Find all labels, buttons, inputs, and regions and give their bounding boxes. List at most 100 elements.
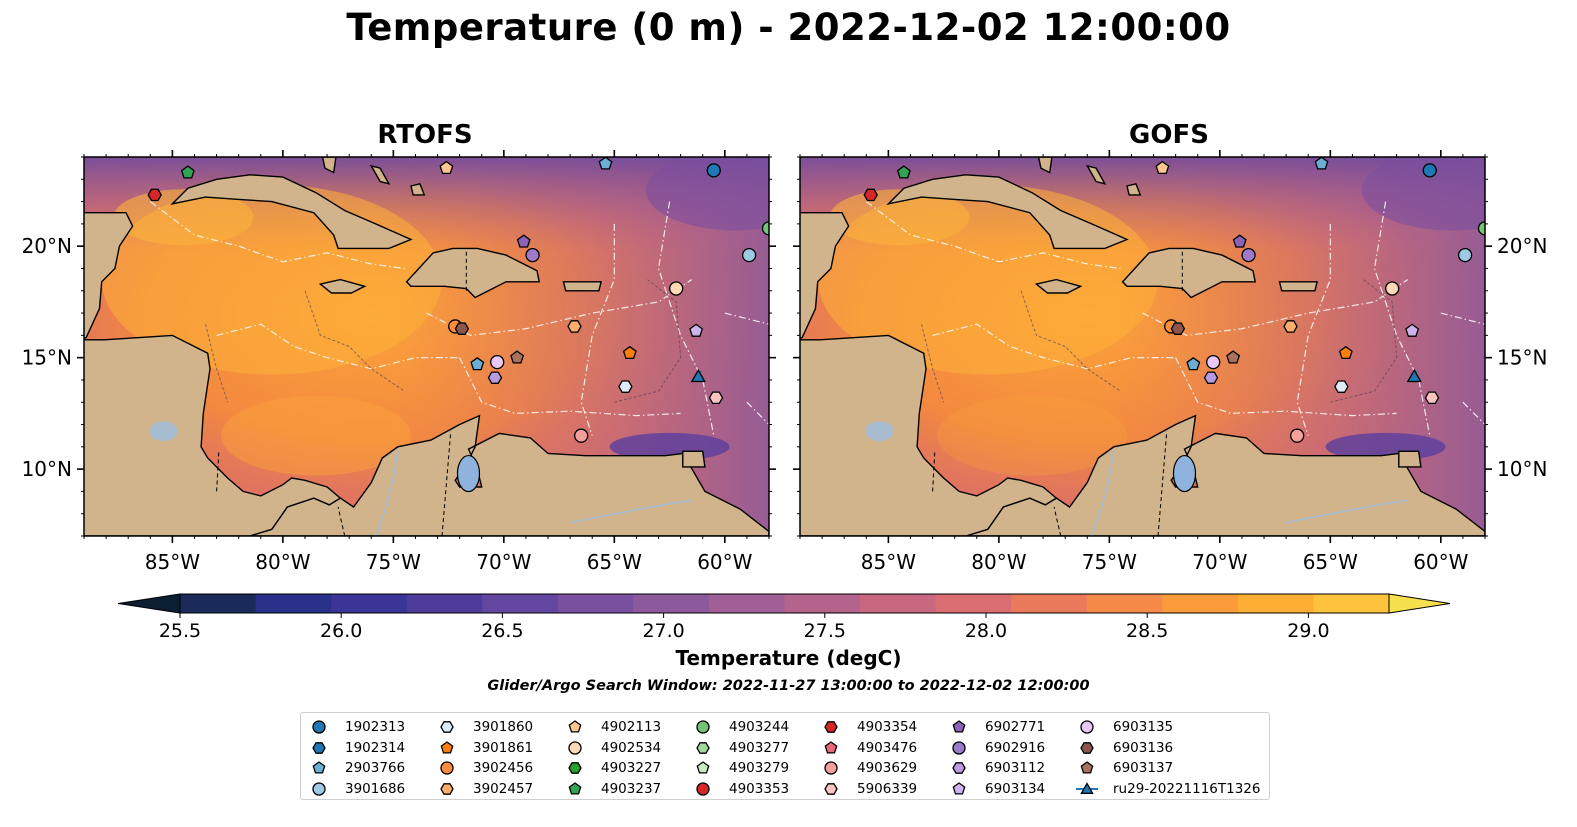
legend-column: 3901860 3901861 3902456 3902457 <box>435 717 533 799</box>
lon-tick-label: 70°W <box>476 550 531 574</box>
bathymetry-contour <box>304 290 405 392</box>
argo-float-marker <box>706 163 721 178</box>
land-bahamas2 <box>369 164 391 185</box>
legend-marker-icon <box>824 740 838 754</box>
legend-marker-icon <box>696 761 710 774</box>
lon-tick-label: 65°W <box>587 550 642 574</box>
legend-entry: 1902313 <box>307 717 405 738</box>
lat-tick-label: 10°N <box>22 457 72 481</box>
legend-entry: 4902534 <box>563 738 661 759</box>
circle-icon <box>568 741 582 755</box>
atlantic-cool <box>645 157 769 231</box>
legend-column: 4903244 4903277 4903279 4903353 <box>691 717 789 799</box>
legend-label: 3901860 <box>473 719 534 736</box>
argo-float-marker <box>1241 247 1256 263</box>
legend-column: 1902313 1902314 2903766 3901686 <box>307 717 405 799</box>
circle-icon <box>312 782 326 796</box>
pentagon-icon <box>824 740 838 754</box>
legend-entry: 5906339 <box>819 779 917 800</box>
river <box>569 499 692 524</box>
figure-title: Temperature (0 m) - 2022-12-02 12:00:00 <box>346 6 1231 49</box>
colorbar-segment <box>1011 594 1088 613</box>
legend-marker-icon <box>312 782 326 796</box>
legend-label: 2903766 <box>345 760 406 777</box>
triangle-icon <box>1080 781 1094 794</box>
pentagon-icon <box>1080 761 1094 774</box>
bathymetry-contour <box>1020 290 1121 392</box>
pentagon-icon <box>568 781 582 795</box>
legend-label: 5906339 <box>857 780 918 797</box>
legend-entry: 4903277 <box>691 738 789 759</box>
argo-float-marker <box>147 188 162 202</box>
land-bahamas3 <box>410 182 426 196</box>
circle-icon <box>824 761 838 775</box>
lat-tick-label: 15°N <box>22 346 72 370</box>
argo-float-marker <box>669 281 684 296</box>
colorbar-segment <box>255 594 332 613</box>
colorbar-tick-label: 28.5 <box>1126 620 1168 642</box>
legend-column: 4903354 4903476 4903629 5906339 <box>819 717 917 799</box>
colorbar-tick-label: 26.5 <box>481 620 523 642</box>
lon-tick-label: 80°W <box>255 550 310 574</box>
legend-marker-icon <box>568 741 582 755</box>
argo-float-marker <box>516 234 531 248</box>
eez-boundary <box>1296 223 1331 436</box>
legend-entry: 4903354 <box>819 717 917 738</box>
warm-patch <box>113 189 254 246</box>
hexagon-icon <box>696 741 710 754</box>
land-yucatan <box>84 212 134 340</box>
bathymetry-contour <box>205 324 229 403</box>
legend-entry: 4903237 <box>563 779 661 800</box>
land-honduras <box>800 334 1058 536</box>
pentagon-icon <box>568 720 582 733</box>
colorbar-segment <box>406 594 483 613</box>
legend-marker-icon <box>440 740 454 754</box>
legend-marker-icon <box>1076 781 1098 794</box>
legend-entry: 6903136 <box>1075 738 1260 759</box>
colorbar-frame <box>179 593 1390 614</box>
argo-float-marker <box>622 345 637 360</box>
colorbar-segment <box>331 594 408 613</box>
legend-marker-icon <box>440 721 454 734</box>
argo-float-marker <box>1290 428 1305 443</box>
legend-entry: 6903135 <box>1075 717 1260 738</box>
argo-float-marker <box>1314 157 1329 170</box>
glider-marker <box>690 368 706 383</box>
colorbar-tick-label: 25.5 <box>159 620 201 642</box>
argo-float-marker <box>439 160 454 175</box>
map-content <box>800 157 1485 536</box>
river <box>1285 499 1408 524</box>
argo-float-marker <box>1170 322 1186 335</box>
warm-patch <box>937 395 1128 476</box>
land-cuba <box>886 174 1129 250</box>
hexagon-icon <box>1080 741 1094 754</box>
panel-title-gofs: GOFS <box>1129 120 1209 150</box>
colorbar-segment <box>708 594 785 613</box>
colorbar-segment <box>1237 594 1314 613</box>
colorbar-extend-high <box>1388 593 1451 614</box>
legend-entry: 6903134 <box>947 779 1045 800</box>
river <box>374 448 399 536</box>
eez-boundary <box>1142 279 1409 337</box>
hexagon-icon <box>824 721 838 734</box>
legend-marker-icon <box>440 761 454 775</box>
circle-icon <box>696 782 710 796</box>
eez-boundary <box>932 323 1176 370</box>
argo-float-marker <box>1338 345 1353 360</box>
hexagon-icon <box>440 721 454 734</box>
argo-float-marker <box>1477 221 1485 236</box>
hexagon-icon <box>824 782 838 795</box>
lon-tick-label: 60°W <box>697 550 752 574</box>
bathymetry-contour <box>1330 279 1398 403</box>
legend-label: 1902314 <box>345 739 406 756</box>
argo-float-marker <box>1385 281 1400 296</box>
legend-column: 6902771 6902916 6903112 6903134 <box>947 717 1045 799</box>
colorbar-tick-label: 27.0 <box>642 620 684 642</box>
legend-label: 4903244 <box>729 719 790 736</box>
legend-label: 6902771 <box>985 719 1046 736</box>
eez-boundary <box>1373 201 1431 436</box>
pentagon-icon <box>952 781 966 795</box>
legend-entry: 4903353 <box>691 779 789 800</box>
map-panel-rtofs: 85°W 80°W 75°W 70°W 65°W 60°W 20°N 15°N 10°N <box>22 150 776 574</box>
argo-float-marker <box>1422 163 1437 178</box>
